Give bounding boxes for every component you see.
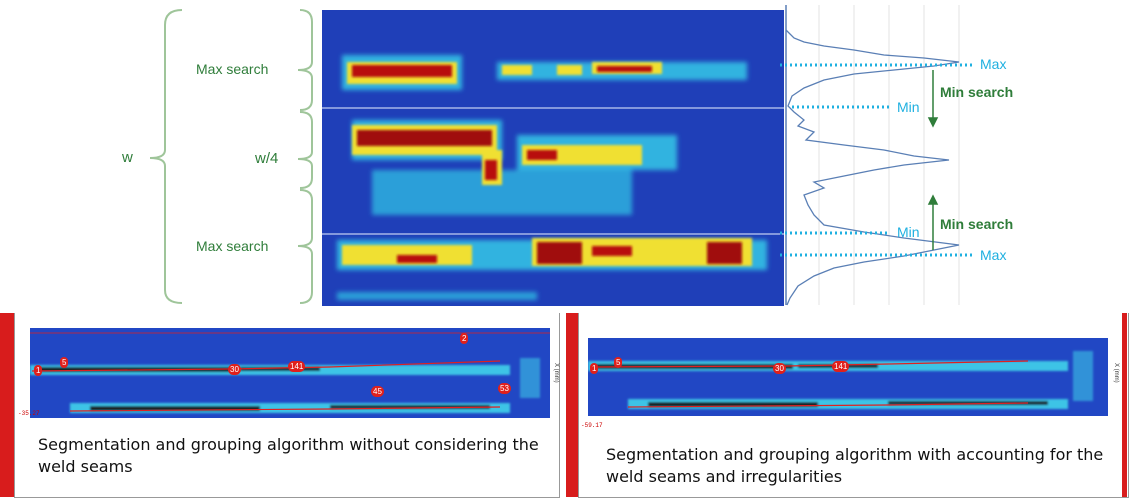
right-red-bar — [566, 313, 578, 497]
intensity-profile-line — [785, 29, 960, 306]
left-scan-image — [30, 328, 550, 418]
heatmap-image — [322, 10, 784, 306]
marker-label: 45 — [371, 386, 384, 397]
bottom-left-panel: 1 5 2 30 141 45 53 -35.27 X (mm) Segment… — [0, 313, 562, 498]
axis-label: X (mm) — [1113, 363, 1119, 383]
caption-left: Segmentation and grouping algorithm with… — [38, 435, 539, 476]
up-arrow-icon — [927, 194, 939, 205]
marker-label: 5 — [614, 357, 623, 368]
right-red-edge — [1122, 313, 1127, 497]
marker-label: 1 — [34, 365, 43, 376]
bracket-w4 — [297, 111, 313, 189]
label-w4: w/4 — [255, 150, 279, 167]
bracket-max-search-top — [297, 9, 313, 111]
marker-label: 30 — [773, 363, 786, 374]
label-max-search-bottom: Max search — [196, 238, 269, 254]
min-search-arrows — [927, 70, 939, 250]
top-diagram: w Max search w/4 Max search — [122, 5, 1014, 306]
marker-label: 5 — [60, 357, 69, 368]
label-min-search-top: Min search — [940, 84, 1014, 100]
label-min-top: Min — [897, 99, 920, 115]
label-max-bottom: Max — [980, 247, 1007, 263]
dotted-lines — [780, 63, 975, 257]
marker-label: 53 — [498, 383, 511, 394]
label-max-top: Max — [980, 56, 1007, 72]
marker-label: 141 — [288, 361, 306, 372]
axis-value: -59.17 — [581, 422, 603, 429]
marker-label: 141 — [832, 361, 850, 372]
axis-label: X (mm) — [553, 363, 559, 383]
label-min-search-bottom: Min search — [940, 216, 1014, 232]
bracket-w — [149, 9, 183, 304]
marker-label: 2 — [460, 333, 469, 344]
marker-label: 1 — [590, 363, 599, 374]
bottom-right-panel: 1 5 30 141 -59.17 X (mm) Segmentation an… — [566, 313, 1132, 498]
right-scan-image — [588, 338, 1108, 416]
label-max-search-top: Max search — [196, 61, 269, 77]
label-w: w — [122, 149, 133, 166]
left-red-bar — [0, 313, 14, 497]
label-min-bottom: Min — [897, 224, 920, 240]
axis-value: -35.27 — [18, 410, 40, 417]
bracket-max-search-bottom — [297, 189, 313, 304]
bracket-lines — [149, 9, 313, 304]
marker-label: 30 — [228, 364, 241, 375]
down-arrow-icon — [927, 117, 939, 128]
caption-right: Segmentation and grouping algorithm with… — [606, 445, 1104, 486]
